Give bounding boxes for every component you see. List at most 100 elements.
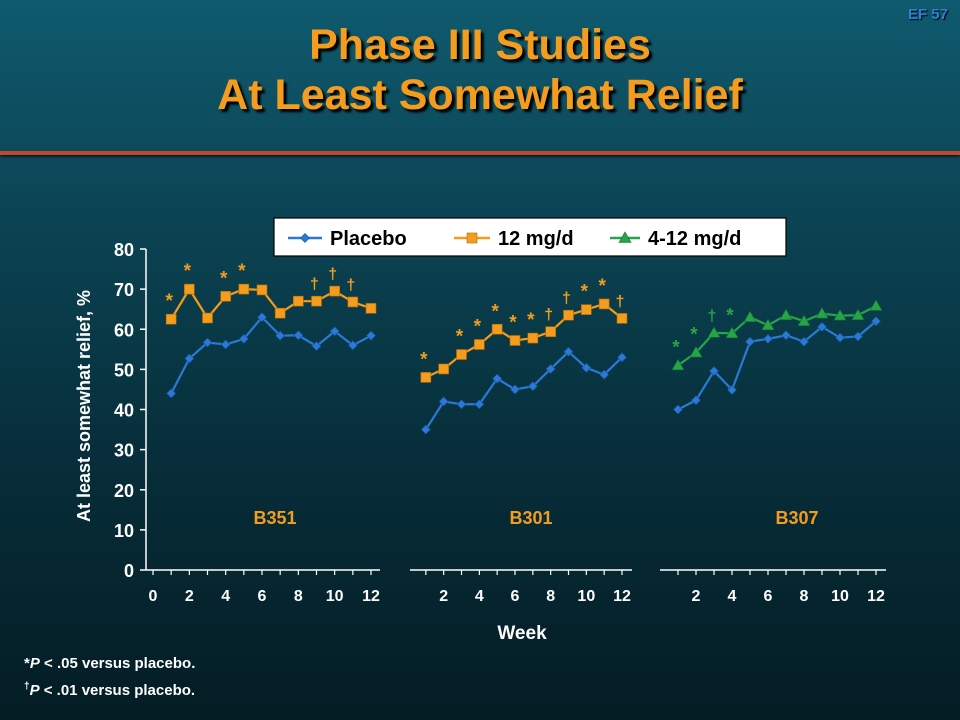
study-label: B351 <box>253 508 296 528</box>
data-point <box>817 321 827 332</box>
x-tick-label: 10 <box>831 588 849 605</box>
data-point <box>275 330 286 341</box>
data-point <box>673 404 683 415</box>
data-point <box>598 298 610 310</box>
significance-marker: † <box>708 308 717 325</box>
data-point <box>799 336 809 347</box>
data-point <box>853 331 863 342</box>
data-point <box>510 384 520 395</box>
data-point <box>781 330 791 341</box>
significance-marker: * <box>238 261 246 282</box>
y-axis-label: At least somewhat relief, % <box>74 290 94 522</box>
footnote-2: †P < .01 versus placebo. <box>24 681 196 699</box>
data-point <box>527 381 538 392</box>
data-point <box>599 369 610 380</box>
data-point <box>438 396 449 407</box>
x-tick-label: 8 <box>546 588 555 605</box>
data-point <box>743 310 757 323</box>
data-point <box>166 388 177 399</box>
data-point <box>671 358 685 371</box>
data-point <box>474 399 485 410</box>
x-tick-label: 6 <box>258 588 267 605</box>
y-tick-label: 10 <box>114 521 134 541</box>
data-point <box>165 313 177 325</box>
data-point <box>366 330 376 341</box>
x-tick-label: 8 <box>294 588 303 605</box>
data-point <box>220 339 231 350</box>
significance-marker: * <box>184 261 192 282</box>
data-point <box>725 326 739 339</box>
data-point <box>492 373 503 384</box>
y-tick-label: 60 <box>114 320 134 340</box>
x-tick-label: 4 <box>475 588 484 605</box>
study-label: B307 <box>775 508 818 528</box>
data-point <box>438 363 449 375</box>
x-tick-label: 0 <box>149 588 158 605</box>
data-point <box>581 362 592 373</box>
data-point <box>274 307 286 319</box>
significance-marker: * <box>726 305 734 326</box>
data-point <box>617 352 627 363</box>
data-point <box>709 366 719 376</box>
data-point <box>420 372 432 383</box>
slide-code: EF 57 <box>907 6 948 23</box>
x-tick-label: 4 <box>728 588 737 605</box>
data-point <box>545 326 556 337</box>
footnotes: *P < .05 versus placebo. †P < .01 versus… <box>24 652 195 702</box>
data-point <box>761 318 775 331</box>
series-line <box>677 320 877 411</box>
title-line-2: At Least Somewhat Relief <box>217 71 743 119</box>
data-point <box>581 304 592 315</box>
data-point <box>779 308 793 321</box>
significance-marker: * <box>509 312 517 333</box>
data-point <box>491 323 503 335</box>
data-point <box>871 316 881 327</box>
legend-entry: 4-12 mg/d <box>648 228 741 250</box>
data-point <box>456 349 467 360</box>
significance-marker: † <box>544 307 553 324</box>
slide-title: Phase III Studies At Least Somewhat Reli… <box>0 20 960 120</box>
legend-marker <box>618 231 632 243</box>
data-point <box>707 326 721 338</box>
y-tick-label: 20 <box>114 481 134 501</box>
significance-marker: † <box>562 290 571 307</box>
significance-marker: † <box>328 266 337 283</box>
x-tick-label: 2 <box>439 588 448 605</box>
data-point <box>329 285 340 297</box>
data-point <box>184 353 195 364</box>
data-point <box>202 312 213 324</box>
data-point <box>347 340 358 351</box>
data-point <box>474 339 485 350</box>
data-point <box>691 395 701 406</box>
data-point <box>293 295 304 307</box>
x-tick-label: 10 <box>326 588 344 605</box>
x-tick-label: 6 <box>511 588 520 605</box>
data-point <box>833 309 847 321</box>
series-line <box>170 287 372 320</box>
data-point <box>202 337 213 348</box>
legend-marker <box>466 232 478 244</box>
title-line-1: Phase III Studies <box>309 21 651 69</box>
legend-entry: Placebo <box>330 228 407 250</box>
x-tick-label: 12 <box>867 588 885 605</box>
data-point <box>689 345 703 358</box>
data-point <box>311 295 322 307</box>
significance-marker: * <box>420 349 428 370</box>
y-tick-label: 70 <box>114 280 134 300</box>
footnote-1: *P < .05 versus placebo. <box>24 655 196 672</box>
series-line <box>424 350 623 431</box>
significance-marker: † <box>616 293 625 310</box>
data-point <box>238 283 250 295</box>
legend-marker <box>300 233 310 243</box>
significance-marker: * <box>474 316 482 337</box>
data-point <box>763 333 773 344</box>
data-point <box>329 326 340 337</box>
y-tick-label: 50 <box>114 360 134 380</box>
data-point <box>797 314 811 327</box>
data-point <box>869 299 883 311</box>
x-tick-label: 6 <box>764 588 773 605</box>
data-point <box>311 341 322 352</box>
data-point <box>257 312 267 323</box>
x-tick-label: 2 <box>185 588 194 605</box>
significance-marker: † <box>310 276 319 293</box>
